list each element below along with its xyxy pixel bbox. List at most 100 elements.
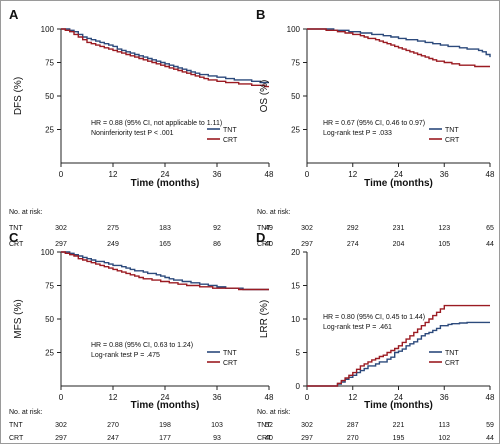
panel-b-risk-group-label: CRT [257,241,272,248]
panel-c-risk-value: 177 [159,435,171,442]
panel-c-risk-header: No. at risk: [9,409,43,416]
panel-c-risk-value: 302 [55,422,67,429]
panel-c-risk-value: 93 [213,435,221,442]
panel-b-risk-header: No. at risk: [257,209,291,216]
panel-b-x-axis-label: Time (months) [364,178,433,189]
panel-a-y-axis-label: DFS (%) [13,77,24,115]
panel-d-x-tick-label: 24 [394,393,403,402]
panel-a-risk-value: 275 [107,225,119,232]
panel-b-y-tick-label: 25 [291,126,300,135]
panel-a-x-axis-label: Time (months) [131,178,200,189]
panel-d-risk-value: 44 [486,435,494,442]
panel-c-y-tick-label: 50 [45,315,54,324]
panel-d-letter: D [256,230,265,245]
panel-a-risk-value: 183 [159,225,171,232]
panel-a-x-tick-label: 48 [265,170,274,179]
panel-c-x-tick-label: 24 [161,393,170,402]
panel-d-legend-label-tnt: TNT [445,350,459,357]
panel-a-y-tick-label: 100 [41,25,55,34]
panel-a-risk-header: No. at risk: [9,209,43,216]
panel-a-annotation: HR = 0.88 (95% CI, not applicable to 1.1… [91,120,222,127]
panel-a-x-tick-label: 0 [59,170,64,179]
panel-b-risk-value: 65 [486,225,494,232]
panel-b-y-tick-label: 75 [291,59,300,68]
panel-c-legend-label-crt: CRT [223,360,238,367]
panel-d-risk-value: 287 [347,422,359,429]
panel-d-y-axis-label: LRR (%) [259,300,270,338]
panel-c-risk-value: 270 [107,422,119,429]
panel-d-risk-value: 195 [393,435,405,442]
panel-d-series-tnt-line [307,321,490,387]
panel-a-y-tick-label: 25 [45,126,54,135]
panel-c-x-tick-label: 48 [265,393,274,402]
panel-a-risk-value: 92 [213,225,221,232]
panel-d-risk-value: 113 [439,422,450,429]
panel-c-annotation: Log-rank test P = .475 [91,352,160,359]
panel-c-letter: C [9,230,19,245]
panel-a-risk-group-label: TNT [9,225,23,232]
panel-b-risk-value: 292 [347,225,359,232]
panel-d-x-axis-label: Time (months) [364,400,433,411]
panel-c-series-crt-line [61,251,269,291]
panel-b-legend-label-tnt: TNT [445,127,459,134]
panel-a-x-tick-label: 24 [161,170,170,179]
panel-d-risk-value: 221 [393,422,405,429]
panel-d-y-tick-label: 10 [291,315,300,324]
panel-a-legend-label-tnt: TNT [223,127,237,134]
panel-d-series-crt-line [307,304,490,387]
panel-b-y-axis-label: OS (%) [259,80,270,113]
panel-b-x-tick-label: 48 [486,170,495,179]
panel-c-y-axis-label: MFS (%) [13,299,24,338]
panel-d-risk-group-label: CRT [257,435,272,442]
panel-d-x-tick-label: 36 [440,393,449,402]
panel-a-x-tick-label: 12 [109,170,118,179]
panel-d-x-tick-label: 48 [486,393,495,402]
panel-a-risk-value: 297 [55,241,67,248]
panel-a-risk-value: 86 [213,241,221,248]
panel-c-x-tick-label: 12 [109,393,118,402]
panel-b-risk-value: 297 [301,241,313,248]
panel-c-x-tick-label: 36 [213,393,222,402]
panel-b-series-crt-line [307,28,490,68]
panel-d-y-tick-label: 5 [296,349,301,358]
panel-a-y-tick-label: 50 [45,92,54,101]
panel-b-annotation: Log-rank test P = .033 [323,130,392,137]
panel-b-risk-value: 274 [347,241,359,248]
panel-b-x-tick-label: 36 [440,170,449,179]
panel-a-risk-group-label: CRT [9,241,24,248]
panel-b-x-tick-label: 12 [348,170,357,179]
panel-d-risk-value: 59 [486,422,494,429]
panel-c-x-axis-label: Time (months) [131,400,200,411]
panel-a-risk-value: 40 [265,241,273,248]
panel-a-letter: A [9,7,19,22]
panel-c-y-tick-label: 100 [41,248,55,257]
panel-b-series-tnt-line [307,28,491,58]
panel-a-risk-value: 165 [159,241,171,248]
panel-b-risk-value: 105 [438,241,450,248]
panel-d-y-tick-label: 15 [291,282,300,291]
panel-d-x-tick-label: 12 [348,393,357,402]
panel-b-risk-value: 302 [301,225,313,232]
panel-b-risk-value: 44 [486,241,494,248]
panel-c-risk-value: 103 [211,422,223,429]
panel-d-annotation: Log-rank test P = .461 [323,324,392,331]
panel-a-risk-value: 302 [55,225,67,232]
panel-b-letter: B [256,7,265,22]
panel-b-risk-value: 204 [393,241,405,248]
panel-c-risk-value: 247 [107,435,119,442]
panel-a-series-tnt-line [61,28,269,84]
panel-b-annotation: HR = 0.67 (95% CI, 0.46 to 0.97) [323,120,425,127]
panel-c-risk-group-label: TNT [9,422,23,429]
panel-b-risk-value: 123 [438,225,450,232]
panel-b-x-tick-label: 24 [394,170,403,179]
panel-c-risk-value: 40 [265,435,273,442]
panel-d-risk-value: 297 [301,435,313,442]
panel-c-legend-label-tnt: TNT [223,350,237,357]
panel-d-x-tick-label: 0 [305,393,310,402]
panel-c-risk-group-label: CRT [9,435,24,442]
panel-a-annotation: Noninferiority test P < .001 [91,130,174,137]
panel-c-series-tnt-line [61,251,269,291]
panel-b-risk-group-label: TNT [257,225,271,232]
panel-b-risk-value: 231 [393,225,405,232]
panel-d-risk-group-label: TNT [257,422,271,429]
